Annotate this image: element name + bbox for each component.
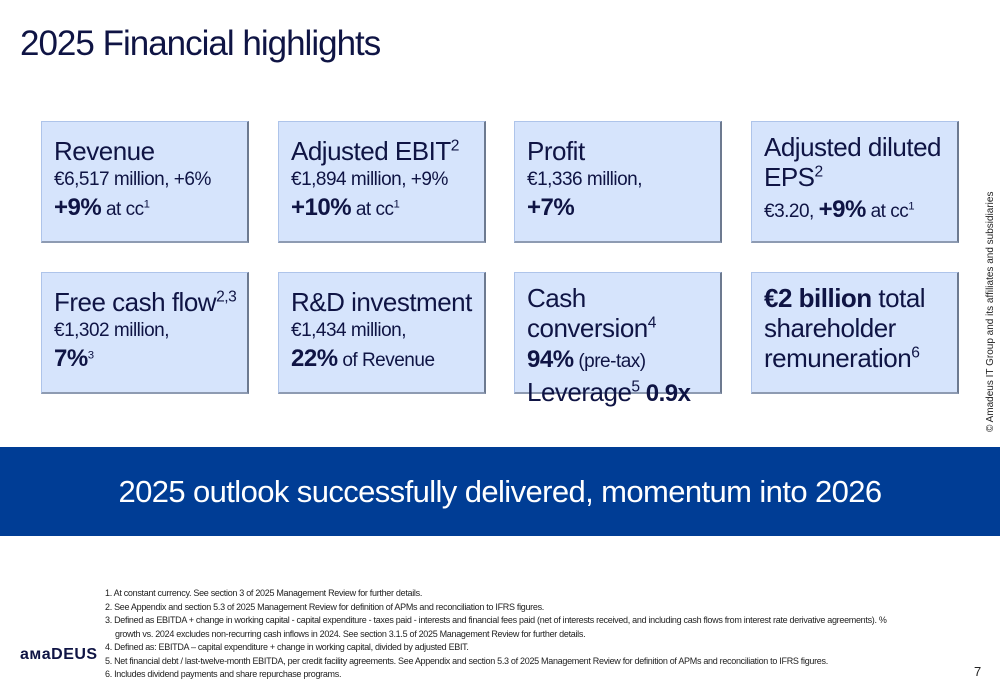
cash-conversion-card: Cash conversion4 94% (pre-tax) Leverage5… [514, 272, 722, 407]
footnote: 2. See Appendix and section 5.3 of 2025 … [105, 601, 544, 612]
card-title-2: EPS [764, 162, 815, 192]
card-value: €3.20, [764, 201, 819, 222]
card-title: Revenue [54, 136, 155, 166]
footnote-ref: 2,3 [216, 288, 237, 306]
card-note: at cc [351, 199, 394, 220]
footnote-ref: 4 [647, 314, 657, 332]
footnote-ref: 5 [631, 378, 640, 396]
footnote-ref: 3 [87, 349, 94, 362]
outlook-banner: 2025 outlook successfully delivered, mom… [0, 447, 1000, 536]
leverage-value: 0.9x [639, 380, 691, 407]
footnote: 4. Defined as: EBITDA – capital expendit… [105, 642, 469, 652]
card-title: Profit [527, 136, 585, 166]
card-note: total [871, 283, 926, 313]
remuneration-card: €2 billion total shareholder remuneratio… [751, 272, 959, 394]
card-value: 94% [527, 346, 574, 373]
footnote-ref: 1 [393, 198, 400, 211]
card-title: Cash conversion [527, 283, 648, 343]
card-note: of Revenue [337, 350, 435, 371]
card-title-2: remuneration [764, 343, 912, 373]
card-title: Adjusted diluted [764, 132, 942, 162]
footnote: 6. Includes dividend payments and share … [105, 669, 342, 679]
card-growth: 7% [54, 345, 88, 372]
card-note: at cc [865, 201, 909, 222]
rd-card: R&D investment €1,434 million, 22% of Re… [278, 272, 486, 394]
card-note: (pre-tax) [573, 351, 646, 372]
footnote-ref: 6 [911, 344, 920, 362]
card-title: shareholder [764, 313, 896, 343]
page-title: 2025 Financial highlights [20, 24, 381, 63]
footnote: 3. Defined as EBITDA + change in working… [105, 615, 887, 625]
card-value: €1,336 million, [527, 169, 643, 190]
revenue-card: Revenue €6,517 million, +6% +9% at cc1 [41, 121, 249, 243]
footnote: 5. Net financial debt / last-twelve-mont… [105, 655, 828, 666]
page-number: 7 [974, 664, 982, 679]
card-title: Adjusted EBIT [291, 136, 451, 166]
card-value: €2 billion [764, 283, 872, 313]
footnote-ref: 1 [908, 200, 915, 213]
footnote-ref: 1 [143, 198, 150, 211]
copyright: © Amadeus IT Group and its affiliates an… [985, 191, 996, 432]
card-growth: 22% [291, 345, 338, 372]
footnotes: 1. At constant currency. See section 3 o… [105, 587, 887, 682]
card-value: €1,894 million, +9% [291, 169, 448, 190]
card-growth: +10% [291, 194, 352, 221]
footnote: 1. At constant currency. See section 3 o… [105, 588, 423, 598]
card-growth: +9% [54, 194, 102, 221]
footnote: growth vs. 2024 excludes non-recurring c… [115, 628, 586, 639]
card-value: €6,517 million, +6% [54, 169, 211, 190]
ebit-card: Adjusted EBIT2 €1,894 million, +9% +10% … [278, 121, 486, 243]
card-value: €1,434 million, [291, 320, 407, 341]
card-note: at cc [101, 199, 144, 220]
footnote-ref: 2 [814, 163, 824, 181]
profit-card: Profit €1,336 million, +7% [514, 121, 722, 243]
eps-card: Adjusted diluted EPS2 €3.20, +9% at cc1 [751, 121, 959, 243]
footnote-ref: 2 [450, 137, 460, 155]
amadeus-logo: aмaDEUS [20, 646, 98, 663]
card-growth: +7% [527, 194, 575, 221]
card-title: Free cash flow [54, 287, 217, 317]
fcf-card: Free cash flow2,3 €1,302 million, 7%3 [41, 272, 249, 394]
card-value: €1,302 million, [54, 320, 170, 341]
card-growth: +9% [818, 196, 867, 223]
card-title: R&D investment [291, 287, 472, 317]
leverage-label: Leverage [527, 377, 632, 407]
